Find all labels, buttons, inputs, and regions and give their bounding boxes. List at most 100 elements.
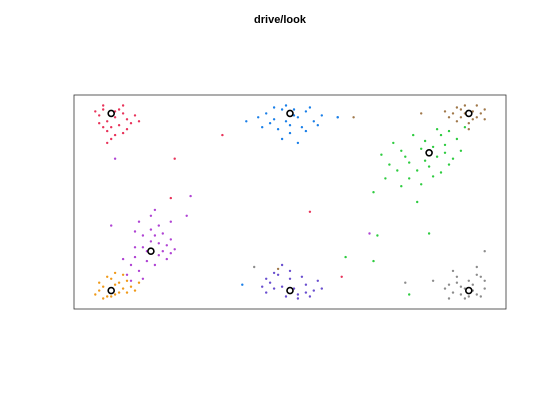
cluster-0-point-4 xyxy=(98,114,101,117)
outlier-5-point-1 xyxy=(308,210,312,213)
cluster-2-point-0 xyxy=(420,147,423,150)
cluster-2-point-25 xyxy=(420,183,423,186)
cluster-2-point-27 xyxy=(372,191,375,194)
cluster-0-point-0 xyxy=(102,108,105,111)
cluster-5-point-14 xyxy=(133,289,137,292)
outlier-2-point-2 xyxy=(344,255,347,259)
cluster-0-point-6 xyxy=(110,126,113,129)
cluster-6-point-7 xyxy=(284,295,288,298)
cluster-1-point-11 xyxy=(268,122,272,125)
cluster-2-point-30 xyxy=(427,232,431,235)
outlier-5-point-0 xyxy=(169,196,172,200)
cluster-4-point-0 xyxy=(141,246,145,249)
cluster-1-point-9 xyxy=(276,128,280,131)
cluster-2-point-28 xyxy=(416,200,419,204)
cluster-2-point-24 xyxy=(380,153,383,156)
cluster-2-point-32 xyxy=(384,177,387,180)
outlier-4-point-1 xyxy=(169,220,172,223)
cluster-4-point-17 xyxy=(141,234,145,237)
cluster-2-point-13 xyxy=(404,155,407,158)
cluster-2-point-11 xyxy=(459,149,463,152)
cluster-4-point-9 xyxy=(137,269,141,273)
cluster-4-point-11 xyxy=(149,228,153,231)
cluster-1-point-23 xyxy=(292,108,296,111)
cluster-3-point-9 xyxy=(447,116,451,119)
cluster-2-point-14 xyxy=(447,163,451,166)
cluster-1-center-marker xyxy=(286,109,294,118)
cluster-0-point-3 xyxy=(106,120,109,123)
cluster-6-point-6 xyxy=(312,289,315,292)
cluster-4-point-29 xyxy=(141,277,145,280)
cluster-7-point-4 xyxy=(483,287,486,290)
outlier-3-point-1 xyxy=(420,112,423,115)
cluster-7-point-13 xyxy=(443,287,447,290)
cluster-3-point-5 xyxy=(463,104,467,107)
cluster-1-point-20 xyxy=(261,126,264,129)
cluster-1-point-1 xyxy=(296,116,300,119)
cluster-2-point-6 xyxy=(451,157,455,160)
outlier-1-point-0 xyxy=(336,116,339,119)
cluster-7-point-22 xyxy=(447,297,451,300)
cluster-7-point-0 xyxy=(459,285,463,288)
cluster-4-point-8 xyxy=(161,250,164,253)
cluster-7-center-marker xyxy=(464,286,473,295)
cluster-4-point-19 xyxy=(121,257,125,261)
outlier-3-point-0 xyxy=(352,116,355,119)
cluster-7-point-20 xyxy=(431,279,435,282)
cluster-6-point-1 xyxy=(296,293,300,296)
cluster-4-point-30 xyxy=(133,230,137,233)
cluster-1-point-16 xyxy=(280,137,284,141)
cluster-4-point-1 xyxy=(157,254,160,257)
outlier-1-point-1 xyxy=(241,283,244,286)
cluster-4-point-20 xyxy=(149,214,153,217)
cluster-1-point-8 xyxy=(300,126,304,129)
cluster-6-point-17 xyxy=(296,297,300,300)
cluster-6-point-12 xyxy=(308,295,312,298)
cluster-2-point-9 xyxy=(439,133,443,137)
cluster-5-point-6 xyxy=(110,277,113,280)
cluster-7-point-5 xyxy=(463,297,467,300)
cluster-5-point-4 xyxy=(98,289,101,292)
cluster-2-point-7 xyxy=(423,139,427,143)
cluster-2-point-22 xyxy=(396,169,399,172)
cluster-0-point-19 xyxy=(106,141,109,145)
cluster-4-point-14 xyxy=(157,224,160,227)
cluster-0-point-5 xyxy=(117,124,121,127)
cluster-3-point-2 xyxy=(467,122,470,125)
cluster-4-point-7 xyxy=(129,263,133,267)
cluster-7-point-9 xyxy=(447,283,451,286)
cluster-6-point-9 xyxy=(276,273,280,276)
cluster-1-point-14 xyxy=(320,114,323,117)
cluster-0-point-15 xyxy=(110,137,113,141)
cluster-7-point-1 xyxy=(475,293,478,296)
cluster-2-point-23 xyxy=(463,126,467,129)
cluster-4-point-2 xyxy=(149,240,153,243)
cluster-1-point-21 xyxy=(316,124,319,127)
cluster-5-point-17 xyxy=(98,281,101,284)
outlier-4-point-0 xyxy=(189,194,192,198)
cluster-2-point-26 xyxy=(443,151,447,154)
plot-area-frame xyxy=(73,94,507,310)
cluster-2-point-18 xyxy=(455,137,459,141)
cluster-7-point-17 xyxy=(455,281,459,284)
cluster-7-point-8 xyxy=(479,295,482,298)
outlier-2-point-0 xyxy=(376,234,379,237)
cluster-0-point-23 xyxy=(121,104,125,107)
chart-title: drive/look xyxy=(254,14,306,26)
cluster-2-point-2 xyxy=(408,161,411,164)
cluster-2-point-16 xyxy=(435,128,439,131)
cluster-1-point-4 xyxy=(288,124,292,127)
cluster-4-point-16 xyxy=(165,257,168,261)
cluster-2-point-29 xyxy=(400,185,403,188)
cluster-7-point-23 xyxy=(483,250,486,253)
outlier-3-point-2 xyxy=(276,267,280,271)
cluster-0-point-20 xyxy=(113,133,117,137)
cluster-3-center-marker xyxy=(464,109,473,118)
cluster-5-point-12 xyxy=(94,293,97,296)
cluster-2-point-17 xyxy=(388,163,391,166)
cluster-0-point-21 xyxy=(137,120,141,123)
cluster-4-point-12 xyxy=(125,273,129,276)
cluster-5-point-18 xyxy=(125,279,129,282)
cluster-5-point-8 xyxy=(102,297,105,300)
cluster-1-point-25 xyxy=(245,120,248,123)
